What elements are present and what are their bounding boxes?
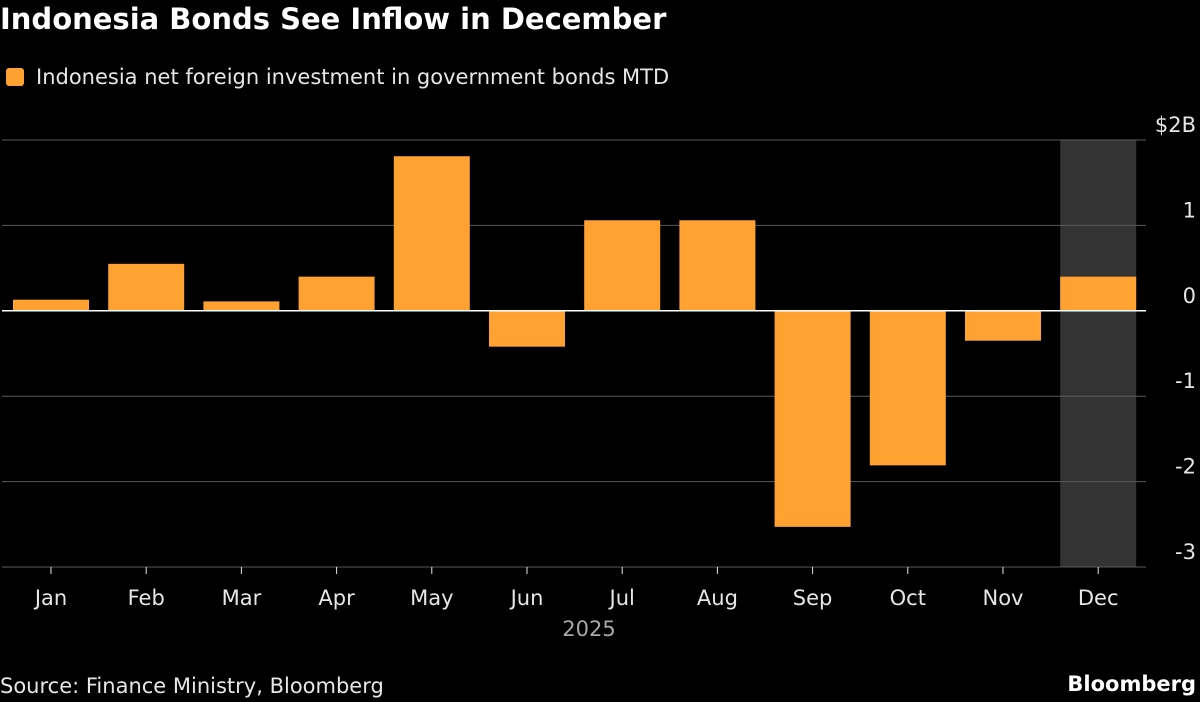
x-tick-label: Jul [608,586,635,610]
legend-swatch [6,68,24,86]
x-tick-label: Mar [222,586,262,610]
y-tick-label: 1 [1183,198,1196,222]
x-axis-label: 2025 [562,617,615,641]
bar-jul [584,220,661,311]
x-tick-label: Jan [33,586,67,610]
x-tick-label: Aug [697,586,738,610]
y-tick-label: -2 [1175,455,1196,479]
legend: Indonesia net foreign investment in gove… [0,62,669,92]
bar-jan [13,299,89,311]
bar-feb [108,263,185,311]
x-tick-label: Oct [890,586,926,610]
x-tick-label: Jun [509,586,544,610]
bar-dec [1060,276,1137,311]
x-tick-label: Nov [983,586,1024,610]
legend-label: Indonesia net foreign investment in gove… [36,65,670,89]
y-tick-label: -1 [1175,369,1196,393]
bar-nov [965,310,1041,341]
source-note: Source: Finance Ministry, Bloomberg [0,674,384,698]
x-tick-label: Sep [793,586,833,610]
bar-mar [203,301,280,311]
chart-title: Indonesia Bonds See Inflow in December [0,2,667,36]
bar-oct [869,310,946,466]
bar-jun [489,310,565,347]
x-tick-label: Dec [1078,586,1119,610]
x-tick-label: Feb [128,586,165,610]
y-tick-label: 0 [1183,284,1196,308]
bar-aug [679,220,756,311]
x-tick-label: May [410,586,453,610]
brand-logo: Bloomberg [1067,672,1196,696]
bar-sep [774,310,851,527]
highlight-band [1060,140,1137,567]
y-tick-label: $2B [1155,113,1196,137]
bar-apr [298,276,375,311]
y-tick-label: -3 [1175,540,1196,564]
x-tick-label: Apr [318,586,355,610]
bar-may [393,156,470,311]
